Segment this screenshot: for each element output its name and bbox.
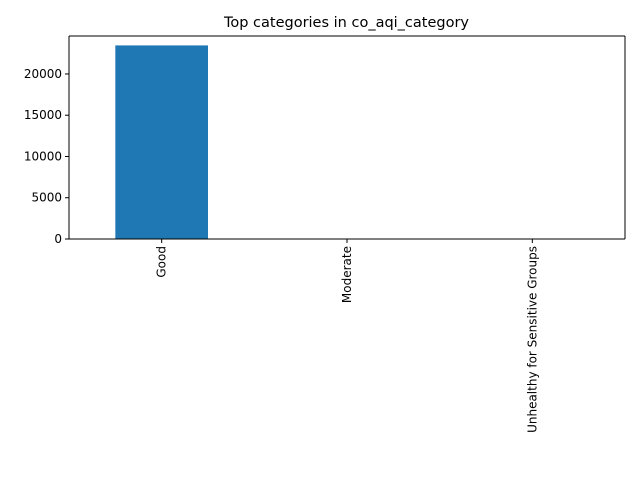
bar-good xyxy=(115,45,208,239)
x-tick-label: Good xyxy=(155,246,169,278)
y-tick-label: 0 xyxy=(54,232,62,246)
plot-area: 0 5000 10000 15000 20000 Good Moderate Unhealth… xyxy=(24,35,626,433)
y-tick-label: 20000 xyxy=(24,67,62,81)
y-tick-label: 15000 xyxy=(24,108,62,122)
x-tick-label: Unhealthy for Sensitive Groups xyxy=(525,246,539,433)
chart-title: Top categories in co_aqi_category xyxy=(223,15,469,31)
x-tick-label: Moderate xyxy=(340,246,354,303)
y-tick-label: 10000 xyxy=(24,149,62,163)
y-tick-label: 5000 xyxy=(31,191,62,205)
